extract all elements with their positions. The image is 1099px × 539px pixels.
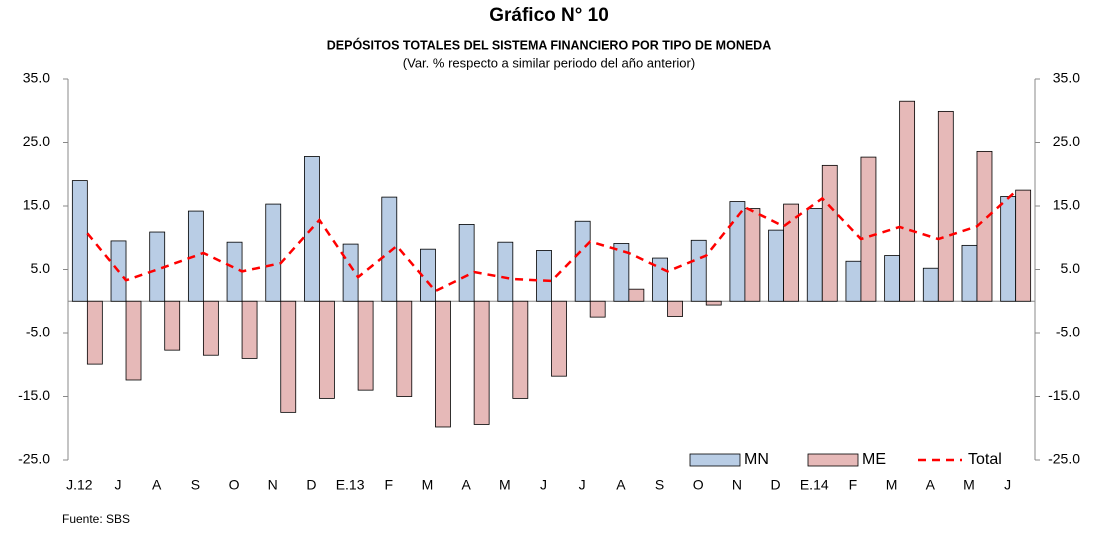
x-tick-label: O bbox=[693, 477, 704, 493]
x-tick-label: J bbox=[579, 477, 586, 493]
y2-tick-label: 5.0 bbox=[1061, 260, 1081, 276]
bar bbox=[899, 100, 916, 302]
x-tick-label: J bbox=[1004, 477, 1011, 493]
bar bbox=[241, 300, 258, 359]
bar bbox=[551, 300, 567, 377]
x-tick-label: J bbox=[115, 477, 122, 493]
y2-tick-label: -25.0 bbox=[1048, 451, 1080, 467]
x-tick-label: S bbox=[191, 477, 200, 493]
bar bbox=[497, 241, 514, 302]
bar bbox=[574, 220, 591, 302]
y-tick-label: 5.0 bbox=[31, 260, 51, 276]
x-tick-label: E.14 bbox=[800, 477, 829, 493]
bar bbox=[435, 300, 451, 428]
bar bbox=[961, 244, 978, 302]
y-tick-label: -15.0 bbox=[18, 387, 50, 403]
bar bbox=[396, 300, 413, 397]
y2-tick-label: -15.0 bbox=[1048, 387, 1080, 403]
x-tick-label: M bbox=[422, 477, 434, 493]
x-tick-label: N bbox=[268, 477, 278, 493]
bar bbox=[342, 243, 359, 302]
bar bbox=[667, 300, 683, 317]
x-tick-label: A bbox=[152, 477, 162, 493]
bar bbox=[628, 288, 645, 302]
bar bbox=[884, 255, 901, 302]
x-tick-label: F bbox=[849, 477, 858, 493]
bar bbox=[937, 110, 954, 302]
bar bbox=[922, 267, 939, 302]
legend-swatch bbox=[807, 453, 859, 467]
bar bbox=[280, 300, 297, 413]
x-tick-label: S bbox=[655, 477, 664, 493]
bar bbox=[1015, 189, 1032, 302]
x-tick-label: J bbox=[540, 477, 547, 493]
bar bbox=[357, 300, 374, 391]
y-tick-label: 25.0 bbox=[23, 133, 50, 149]
x-tick-label: D bbox=[771, 477, 781, 493]
bar bbox=[860, 156, 877, 302]
bar bbox=[202, 300, 219, 356]
x-tick-label: M bbox=[963, 477, 975, 493]
bar bbox=[613, 243, 630, 302]
bar bbox=[187, 210, 204, 302]
legend-label: Total bbox=[968, 451, 1002, 468]
x-tick-label: E.13 bbox=[336, 477, 365, 493]
y-tick-label: -5.0 bbox=[26, 324, 50, 340]
bar bbox=[705, 300, 722, 306]
x-tick-label: M bbox=[886, 477, 898, 493]
legend-swatch bbox=[689, 453, 741, 467]
chart-note: (Var. % respecto a similar periodo del a… bbox=[403, 55, 695, 70]
x-tick-label: A bbox=[616, 477, 626, 493]
bar bbox=[265, 203, 282, 302]
y2-tick-label: 25.0 bbox=[1053, 133, 1080, 149]
bar bbox=[744, 208, 761, 302]
bar bbox=[536, 250, 552, 302]
x-tick-label: A bbox=[461, 477, 471, 493]
bar bbox=[164, 300, 181, 351]
bar bbox=[783, 203, 799, 302]
x-tick-label: O bbox=[229, 477, 240, 493]
bar bbox=[806, 208, 823, 302]
y2-tick-label: -5.0 bbox=[1056, 324, 1080, 340]
bar bbox=[1000, 196, 1017, 302]
bar bbox=[125, 300, 142, 381]
y-tick-label: 15.0 bbox=[23, 197, 50, 213]
y-tick-label: 35.0 bbox=[23, 70, 50, 86]
x-tick-label: D bbox=[306, 477, 316, 493]
bar bbox=[768, 229, 784, 302]
bar bbox=[845, 260, 862, 302]
bar bbox=[86, 300, 103, 365]
bar bbox=[226, 241, 243, 302]
legend-label: MN bbox=[744, 451, 769, 468]
bar bbox=[458, 224, 475, 302]
x-tick-label: N bbox=[732, 477, 742, 493]
chart-title: Gráfico N° 10 bbox=[489, 5, 609, 26]
chart-subtitle: DEPÓSITOS TOTALES DEL SISTEMA FINANCIERO… bbox=[327, 37, 772, 52]
bar bbox=[589, 300, 606, 318]
bar bbox=[512, 300, 529, 399]
x-tick-label: M bbox=[499, 477, 511, 493]
bar bbox=[473, 300, 490, 425]
legend-label: ME bbox=[862, 451, 886, 468]
bar bbox=[976, 150, 993, 302]
bar bbox=[319, 300, 335, 399]
bar bbox=[690, 239, 707, 302]
source: Fuente: SBS bbox=[62, 512, 130, 526]
bar bbox=[821, 164, 838, 302]
x-tick-label: F bbox=[384, 477, 393, 493]
bar bbox=[381, 196, 398, 302]
bar bbox=[71, 180, 88, 302]
x-tick-label: J.12 bbox=[66, 477, 93, 493]
line bbox=[86, 190, 1017, 293]
y-tick-label: -25.0 bbox=[18, 451, 50, 467]
y2-tick-label: 35.0 bbox=[1053, 70, 1080, 86]
x-tick-label: A bbox=[926, 477, 936, 493]
y2-tick-label: 15.0 bbox=[1053, 197, 1080, 213]
